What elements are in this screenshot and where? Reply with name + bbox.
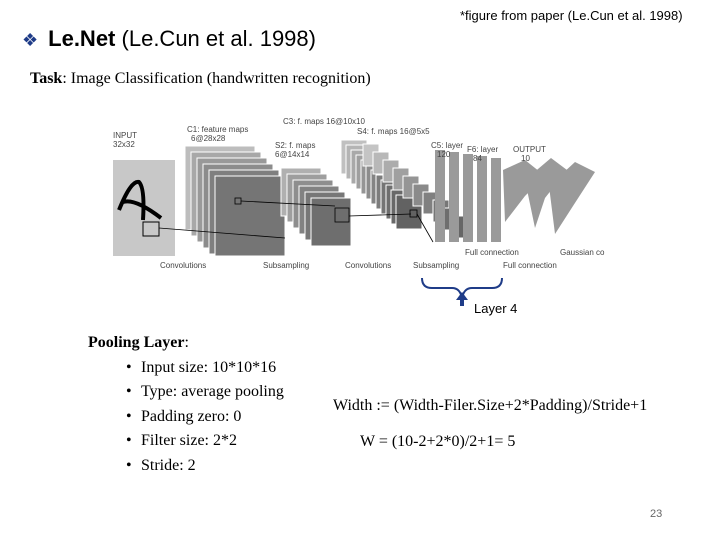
s2-label: S2: f. maps [275, 141, 315, 150]
s4-label: S4: f. maps 16@5x5 [357, 127, 430, 136]
title-bold: Le.Net [48, 26, 116, 51]
op-convolutions-1: Convolutions [160, 261, 206, 270]
pooling-heading-colon: : [184, 334, 189, 351]
task-text: : Image Classification (handwritten reco… [62, 70, 371, 87]
input-label: INPUT [113, 131, 137, 140]
op-subsampling-2: Subsampling [413, 261, 459, 270]
c1-label: C1: feature maps [187, 125, 248, 134]
slide-title: ❖ Le.Net (Le.Cun et al. 1998) [22, 26, 316, 52]
lenet-architecture-figure: INPUT 32x32 C1: feature maps 6@28x28 C3:… [113, 117, 605, 270]
layer4-label: Layer 4 [474, 301, 518, 316]
pooling-layer-block: Pooling Layer: Input size: 10*10*16 Type… [88, 331, 284, 479]
c3-label: C3: f. maps 16@10x10 [283, 117, 365, 126]
f6-size: 84 [473, 154, 482, 163]
c5-label: C5: layer [431, 141, 463, 150]
pooling-item-stride: Stride: 2 [126, 454, 284, 479]
pooling-item-input-size: Input size: 10*10*16 [126, 356, 284, 381]
input-size: 32x32 [113, 140, 135, 149]
pooling-heading: Pooling Layer [88, 334, 185, 351]
f6-label: F6: layer [467, 145, 498, 154]
s2-feature-maps [280, 167, 352, 247]
op-convolutions-2: Convolutions [345, 261, 391, 270]
op-subsampling-1: Subsampling [263, 261, 309, 270]
width-calculation: W = (10-2+2*0)/2+1= 5 [360, 433, 516, 450]
pooling-heading-line: Pooling Layer: [88, 331, 284, 356]
output-size: 10 [521, 154, 530, 163]
width-formula: Width := (Width-Filer.Size+2*Padding)/St… [333, 397, 648, 414]
pooling-item-padding: Padding zero: 0 [126, 405, 284, 430]
op-gaussian-connections: Gaussian connections [560, 248, 605, 257]
op-full-connection-2: Full connection [503, 261, 557, 270]
output-label: OUTPUT [513, 145, 546, 154]
diamond-bullet-icon: ❖ [22, 30, 39, 50]
task-label: Task [30, 70, 63, 87]
c5-size: 120 [437, 150, 451, 159]
task-line: Task: Image Classification (handwritten … [30, 70, 371, 88]
pooling-item-type: Type: average pooling [126, 380, 284, 405]
fully-connected-layers [435, 150, 595, 242]
pooling-list: Input size: 10*10*16 Type: average pooli… [88, 356, 284, 479]
pooling-item-filter-size: Filter size: 2*2 [126, 429, 284, 454]
input-receptive-field [142, 221, 160, 237]
receptive-field-lines [158, 197, 434, 243]
op-full-connection-1: Full connection [465, 248, 519, 257]
title-rest: (Le.Cun et al. 1998) [121, 26, 316, 51]
c1-feature-maps [184, 145, 286, 257]
figure-citation: *figure from paper (Le.Cun et al. 1998) [460, 8, 683, 23]
c1-size: 6@28x28 [191, 134, 226, 143]
page-number: 23 [650, 508, 663, 520]
handwritten-a-glyph [117, 179, 163, 221]
s2-size: 6@14x14 [275, 150, 310, 159]
curly-brace-arrow-icon [421, 277, 503, 306]
